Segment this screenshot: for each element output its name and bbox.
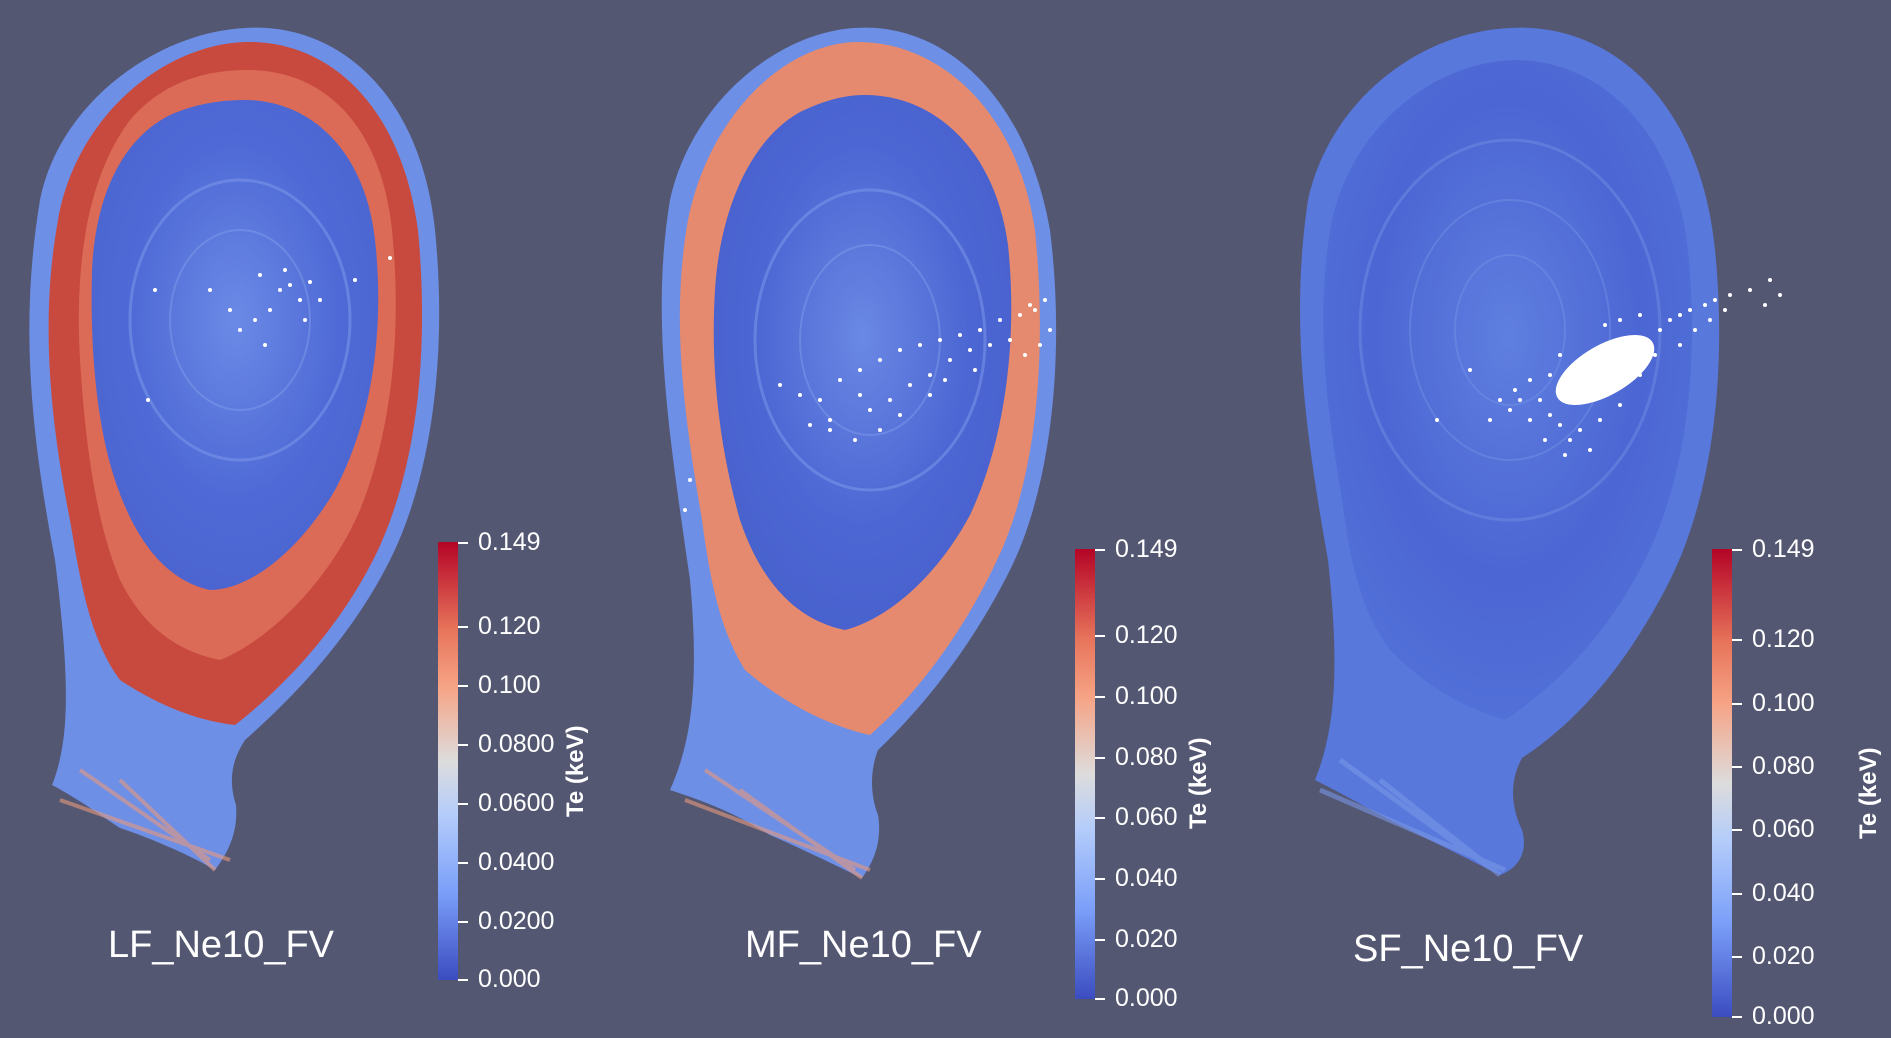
tick-label: 0.000 bbox=[478, 965, 541, 993]
tick-label: 0.060 bbox=[1752, 815, 1815, 843]
impurity-markers bbox=[146, 256, 392, 402]
tick-label: 0.0400 bbox=[478, 848, 555, 876]
tick-label: 0.000 bbox=[1752, 1002, 1815, 1030]
panel-lf: LF_Ne10_FV 0.149 0.120 0.100 0.0800 0.06… bbox=[0, 0, 630, 1038]
colorbar-gradient bbox=[438, 542, 458, 980]
te-contour-plot-lf bbox=[29, 27, 440, 872]
colorbar: 0.149 0.120 0.100 0.080 0.060 0.040 0.02… bbox=[1075, 535, 1225, 1012]
impurity-markers bbox=[683, 298, 1052, 512]
colorbar-title: Te (keV) bbox=[562, 725, 589, 817]
tick-label: 0.120 bbox=[1115, 621, 1178, 649]
tick-label: 0.100 bbox=[1115, 682, 1178, 710]
tick-label: 0.120 bbox=[1752, 625, 1815, 653]
tick-label: 0.040 bbox=[1115, 864, 1178, 892]
colorbar: 0.149 0.120 0.100 0.0800 0.0600 0.0400 0… bbox=[438, 528, 589, 993]
te-contour-plot-sf bbox=[1300, 27, 1782, 877]
te-contour-plot-mf bbox=[661, 27, 1057, 880]
tick-label: 0.080 bbox=[1115, 743, 1178, 771]
plasma-core bbox=[91, 100, 379, 590]
panel-mf: MF_Ne10_FV 0.149 0.120 0.100 0.080 0.060… bbox=[630, 0, 1260, 1038]
panel-sf: SF_Ne10_FV 0.149 0.120 0.100 0.080 0.060… bbox=[1260, 0, 1891, 1038]
impurity-cluster bbox=[1555, 335, 1655, 405]
tick-label: 0.149 bbox=[1752, 535, 1815, 563]
plasma-core bbox=[713, 95, 1012, 630]
plasma-core bbox=[1323, 60, 1693, 720]
colorbar-gradient bbox=[1075, 549, 1095, 999]
tick-label: 0.120 bbox=[478, 612, 541, 640]
panel-title: SF_Ne10_FV bbox=[1353, 928, 1584, 970]
tick-label: 0.0600 bbox=[478, 789, 555, 817]
tick-label: 0.020 bbox=[1752, 942, 1815, 970]
tick-label: 0.0200 bbox=[478, 907, 555, 935]
tick-label: 0.0800 bbox=[478, 730, 555, 758]
tick-label: 0.100 bbox=[478, 671, 541, 699]
panel-title: LF_Ne10_FV bbox=[108, 924, 335, 966]
tick-label: 0.040 bbox=[1752, 879, 1815, 907]
tick-label: 0.149 bbox=[478, 528, 541, 556]
tick-label: 0.020 bbox=[1115, 925, 1178, 953]
tick-label: 0.000 bbox=[1115, 984, 1178, 1012]
panel-title: MF_Ne10_FV bbox=[745, 924, 982, 966]
impurity-markers bbox=[1435, 278, 1782, 457]
colorbar-gradient bbox=[1712, 549, 1732, 1017]
colorbar: 0.149 0.120 0.100 0.080 0.060 0.040 0.02… bbox=[1712, 535, 1882, 1030]
colorbar-title: Te (keV) bbox=[1185, 737, 1212, 829]
tick-label: 0.080 bbox=[1752, 752, 1815, 780]
colorbar-title: Te (keV) bbox=[1855, 747, 1882, 839]
tick-label: 0.149 bbox=[1115, 535, 1178, 563]
tick-label: 0.060 bbox=[1115, 803, 1178, 831]
tick-label: 0.100 bbox=[1752, 689, 1815, 717]
